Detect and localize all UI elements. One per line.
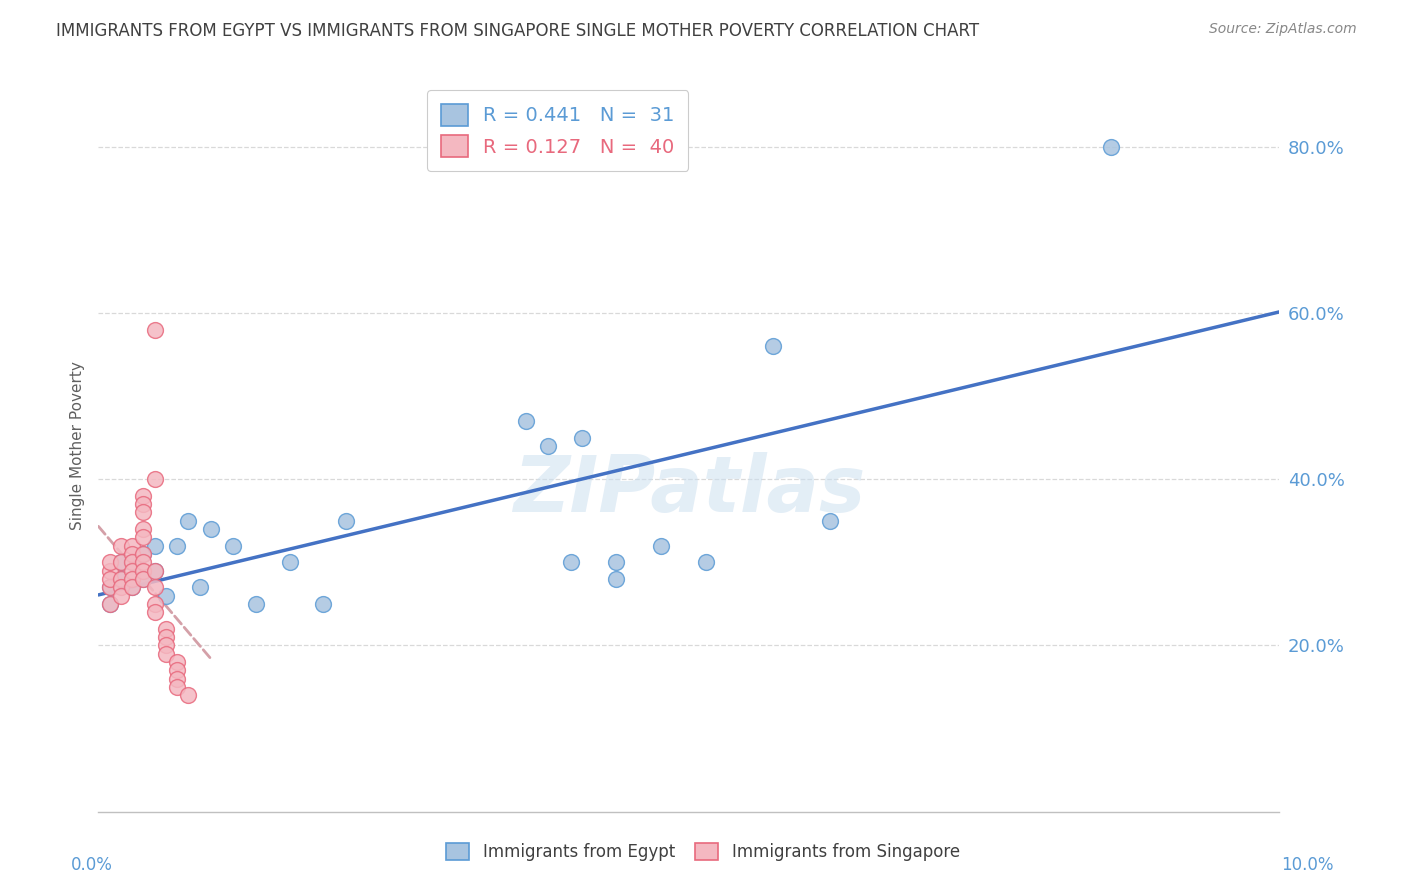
Point — [132, 572, 155, 586]
Point — [1099, 140, 1122, 154]
Text: 0.0%: 0.0% — [70, 856, 112, 874]
Point — [222, 539, 245, 553]
Point — [110, 589, 132, 603]
Text: 10.0%: 10.0% — [1281, 856, 1334, 874]
Point — [177, 514, 200, 528]
Point — [177, 689, 200, 703]
Point — [605, 572, 627, 586]
Point — [200, 522, 222, 536]
Point — [155, 639, 177, 653]
Point — [110, 580, 132, 594]
Point — [166, 680, 188, 694]
Point — [132, 530, 155, 544]
Point — [166, 672, 188, 686]
Point — [121, 555, 143, 569]
Point — [121, 564, 143, 578]
Y-axis label: Single Mother Poverty: Single Mother Poverty — [70, 361, 86, 531]
Point — [312, 597, 335, 611]
Point — [335, 514, 357, 528]
Point — [98, 597, 121, 611]
Text: Source: ZipAtlas.com: Source: ZipAtlas.com — [1209, 22, 1357, 37]
Point — [110, 539, 132, 553]
Point — [245, 597, 267, 611]
Point — [155, 630, 177, 644]
Point — [132, 547, 155, 561]
Point — [98, 580, 121, 594]
Point — [155, 589, 177, 603]
Legend: Immigrants from Egypt, Immigrants from Singapore: Immigrants from Egypt, Immigrants from S… — [440, 836, 966, 868]
Point — [571, 431, 593, 445]
Point — [188, 580, 211, 594]
Point — [132, 489, 155, 503]
Point — [98, 572, 121, 586]
Point — [278, 555, 301, 569]
Point — [155, 647, 177, 661]
Point — [98, 555, 121, 569]
Point — [143, 472, 166, 486]
Point — [762, 339, 785, 353]
Point — [560, 555, 582, 569]
Point — [132, 506, 155, 520]
Point — [132, 522, 155, 536]
Point — [121, 547, 143, 561]
Point — [121, 572, 143, 586]
Point — [650, 539, 672, 553]
Point — [166, 539, 188, 553]
Point — [132, 564, 155, 578]
Text: IMMIGRANTS FROM EGYPT VS IMMIGRANTS FROM SINGAPORE SINGLE MOTHER POVERTY CORRELA: IMMIGRANTS FROM EGYPT VS IMMIGRANTS FROM… — [56, 22, 980, 40]
Point — [818, 514, 841, 528]
Point — [605, 555, 627, 569]
Point — [143, 564, 166, 578]
Point — [121, 580, 143, 594]
Point — [132, 555, 155, 569]
Point — [143, 539, 166, 553]
Point — [121, 580, 143, 594]
Point — [98, 580, 121, 594]
Point — [121, 539, 143, 553]
Text: ZIPatlas: ZIPatlas — [513, 452, 865, 528]
Point — [166, 664, 188, 678]
Point — [132, 547, 155, 561]
Point — [143, 580, 166, 594]
Point — [515, 414, 537, 428]
Point — [537, 439, 560, 453]
Legend: R = 0.441   N =  31, R = 0.127   N =  40: R = 0.441 N = 31, R = 0.127 N = 40 — [427, 90, 689, 171]
Point — [98, 564, 121, 578]
Point — [695, 555, 717, 569]
Point — [143, 323, 166, 337]
Point — [98, 597, 121, 611]
Point — [110, 555, 132, 569]
Point — [166, 655, 188, 669]
Point — [121, 555, 143, 569]
Point — [110, 555, 132, 569]
Point — [110, 572, 132, 586]
Point — [155, 622, 177, 636]
Point — [143, 597, 166, 611]
Point — [143, 564, 166, 578]
Point — [110, 572, 132, 586]
Point — [132, 497, 155, 511]
Point — [143, 605, 166, 619]
Point — [132, 572, 155, 586]
